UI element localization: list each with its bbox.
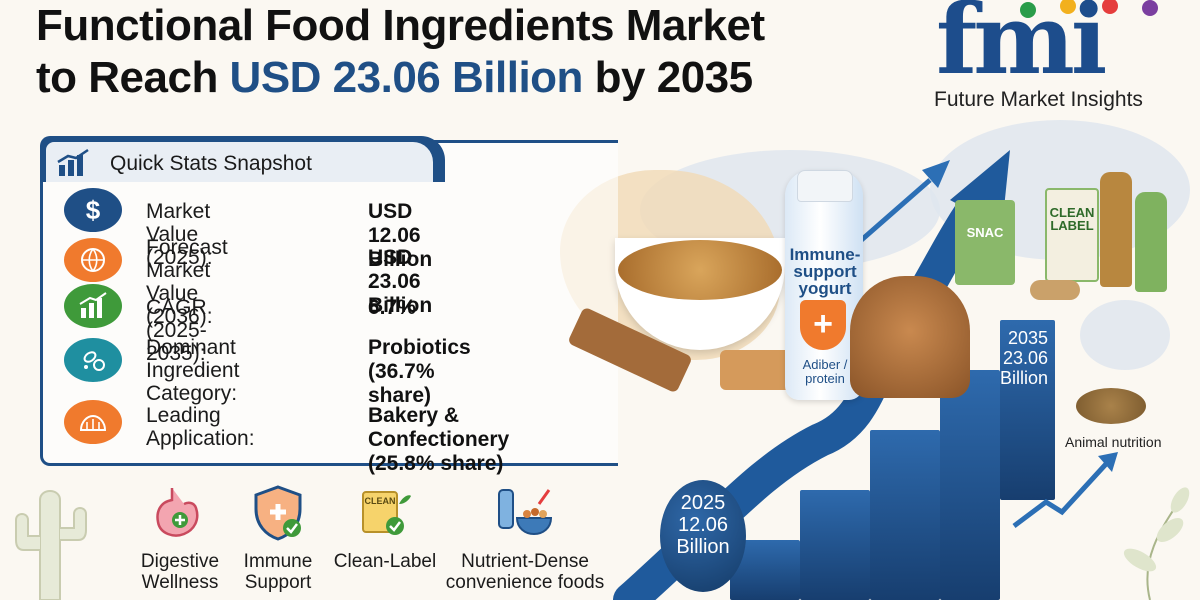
title-highlight: USD 23.06 Billion xyxy=(229,53,584,102)
stat-label: Dominant Ingredient Category: xyxy=(146,336,240,405)
leaf-decoration-icon xyxy=(1123,487,1190,600)
dollar-icon: $ xyxy=(64,188,122,232)
logo-mark: fmi xyxy=(936,0,1107,96)
growth-chart-icon xyxy=(64,284,122,328)
benefit-nutrient-dense: Nutrient-Dense convenience foods xyxy=(440,484,610,593)
svg-text:CLEAN: CLEAN xyxy=(365,496,396,506)
bread-loaf xyxy=(850,276,970,398)
stat-label: Leading Application: xyxy=(146,404,255,450)
beverage-bottle xyxy=(1135,192,1167,292)
growth-bar xyxy=(870,430,940,600)
microbe-icon xyxy=(64,338,122,382)
title-line-2-prefix: to Reach xyxy=(36,53,230,102)
title-line-2-suffix: by 2035 xyxy=(582,53,753,102)
small-growth-arrow-icon xyxy=(1012,452,1118,528)
cereal-fill xyxy=(618,240,782,300)
clean-label-package-label: CLEAN LABEL xyxy=(1049,205,1095,233)
cookie-stack xyxy=(1030,280,1080,300)
bar-chart-icon xyxy=(57,148,89,176)
stat-value: USD 23.06 Billion xyxy=(368,246,433,317)
snack-package-label: SNAC xyxy=(966,225,1004,240)
benefit-clean-label: CLEAN Clean-Label xyxy=(330,484,440,572)
stat-value: 6.7% xyxy=(368,296,416,319)
title-line-1: Functional Food Ingredients Market xyxy=(36,1,765,50)
fmi-logo: fmi Future Market Insights xyxy=(930,0,1180,115)
stat-value: Probiotics (36.7% share) xyxy=(368,336,471,407)
logo-dots-icon xyxy=(1020,0,1158,18)
benefit-label: Digestive Wellness xyxy=(140,551,220,593)
growth-bar xyxy=(940,370,1000,600)
bottle-label: Immune- support yogurt xyxy=(789,245,861,298)
stat-value: USD 12.06 Billion xyxy=(368,200,433,271)
quick-stats-title: Quick Stats Snapshot xyxy=(110,152,312,175)
clean-label-icon: CLEAN xyxy=(362,491,411,535)
yogurt-bottle-cap xyxy=(797,170,853,202)
growth-bar xyxy=(800,490,870,600)
start-value-bubble: 2025 12.06 Billion xyxy=(660,480,746,592)
globe-forecast-icon xyxy=(64,238,122,282)
growth-bar xyxy=(1000,320,1055,500)
clean-label-package xyxy=(1045,188,1099,282)
nutrient-bowl-icon xyxy=(498,489,553,536)
stat-label: CAGR (2025-2035): xyxy=(146,296,207,365)
stat-label: Market Value (2025): xyxy=(146,200,213,269)
shield-check-icon xyxy=(254,485,302,541)
logo-company-name: Future Market Insights xyxy=(934,88,1143,111)
end-value-label: 2035 23.06 Billion xyxy=(999,328,1048,388)
page-title: Functional Food Ingredients Market to Re… xyxy=(36,0,765,104)
benefit-label: Nutrient-Dense convenience foods xyxy=(445,551,605,593)
stat-label: Forecast Market Value (2036): xyxy=(146,236,228,328)
benefit-immune-support: Immune Support xyxy=(228,484,328,593)
stat-value: Bakery & Confectionery (25.8% share) xyxy=(368,404,510,475)
plus-shield-icon: + xyxy=(800,300,846,350)
quick-stats-header: Quick Stats Snapshot xyxy=(40,136,445,182)
beverage-bottle xyxy=(1100,172,1132,287)
bottle-sublabel: Adiber / protein xyxy=(802,357,848,386)
bakery-icon xyxy=(64,400,122,444)
benefit-label: Immune Support xyxy=(243,551,313,593)
quick-stats-panel xyxy=(40,140,618,466)
cactus-icon xyxy=(15,490,87,600)
snack-package xyxy=(955,200,1015,285)
benefit-digestive-wellness: Digestive Wellness xyxy=(125,484,235,593)
start-value-label: 2025 12.06 Billion xyxy=(676,492,730,558)
stomach-icon xyxy=(156,488,199,537)
benefit-label: Clean-Label xyxy=(333,551,437,572)
world-map-background-south xyxy=(1080,300,1170,370)
animal-feed-pellets xyxy=(1076,388,1146,424)
animal-nutrition-label: Animal nutrition xyxy=(1065,434,1162,450)
